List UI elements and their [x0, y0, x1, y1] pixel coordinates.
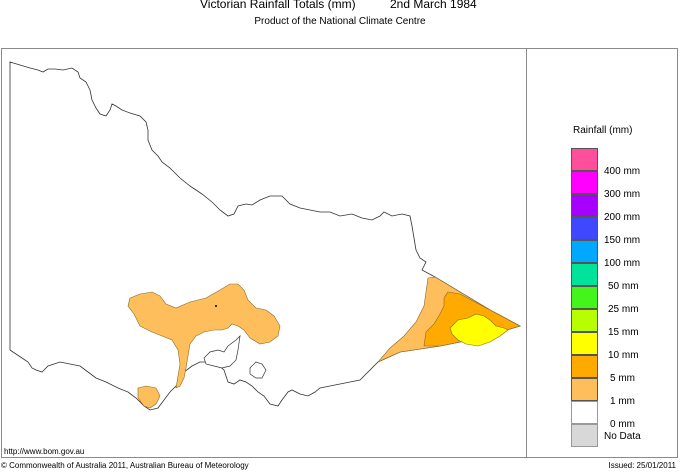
legend-swatch-200-300	[571, 194, 598, 217]
legend-swatch-100-150	[571, 240, 598, 263]
legend-swatch-10-15	[571, 332, 598, 355]
legend-label: 200 mm	[604, 212, 641, 223]
legend-label: 300 mm	[604, 189, 641, 200]
legend-swatch-0-1	[571, 401, 598, 424]
legend-swatch-400-plus	[571, 148, 598, 171]
legend-label: 100 mm	[604, 258, 641, 269]
victoria-outline	[9, 61, 522, 411]
legend-title: Rainfall (mm)	[573, 125, 633, 136]
western-port	[249, 361, 267, 379]
legend-label: 1 mm	[610, 396, 635, 407]
legend-label: 50 mm	[608, 281, 639, 292]
legend-label: No Data	[604, 431, 641, 442]
rain-area-otway	[137, 385, 161, 409]
subtitle: Product of the National Climate Centre	[254, 16, 426, 27]
legend-swatch-25-50	[571, 286, 598, 309]
legend-swatch-1-5	[571, 378, 598, 401]
victoria-rainfall-map	[9, 61, 522, 411]
rain-area-central-west	[127, 283, 281, 389]
title-date: 2nd March 1984	[390, 0, 477, 11]
legend-swatch-300-400	[571, 171, 598, 194]
title-text: Victorian Rainfall Totals (mm)	[200, 0, 356, 11]
issued-date: Issued: 25/01/2011	[608, 461, 676, 470]
map-title: Victorian Rainfall Totals (mm) 2nd March…	[0, 0, 680, 13]
legend-label: 0 mm	[610, 419, 635, 430]
legend-swatch-50-100	[571, 263, 598, 286]
station-marker	[215, 305, 217, 307]
legend-swatch-no-data	[571, 424, 598, 447]
legend-divider	[526, 48, 527, 458]
legend-label: 400 mm	[604, 166, 641, 177]
map-frame	[1, 48, 678, 458]
legend-swatch-5-10	[571, 355, 598, 378]
legend-label: 15 mm	[608, 327, 639, 338]
bom-link[interactable]: http://www.bom.gov.au	[4, 447, 85, 456]
copyright: © Commonwealth of Australia 2011, Austra…	[1, 461, 249, 470]
legend-label: 10 mm	[608, 350, 639, 361]
port-phillip-bay	[203, 335, 241, 369]
legend-swatch-150-200	[571, 217, 598, 240]
rain-area-east-gippsland-core	[449, 313, 509, 347]
legend-label: 5 mm	[610, 373, 635, 384]
legend-swatch-15-25	[571, 309, 598, 332]
legend-label: 25 mm	[608, 304, 639, 315]
legend-label: 150 mm	[604, 235, 641, 246]
